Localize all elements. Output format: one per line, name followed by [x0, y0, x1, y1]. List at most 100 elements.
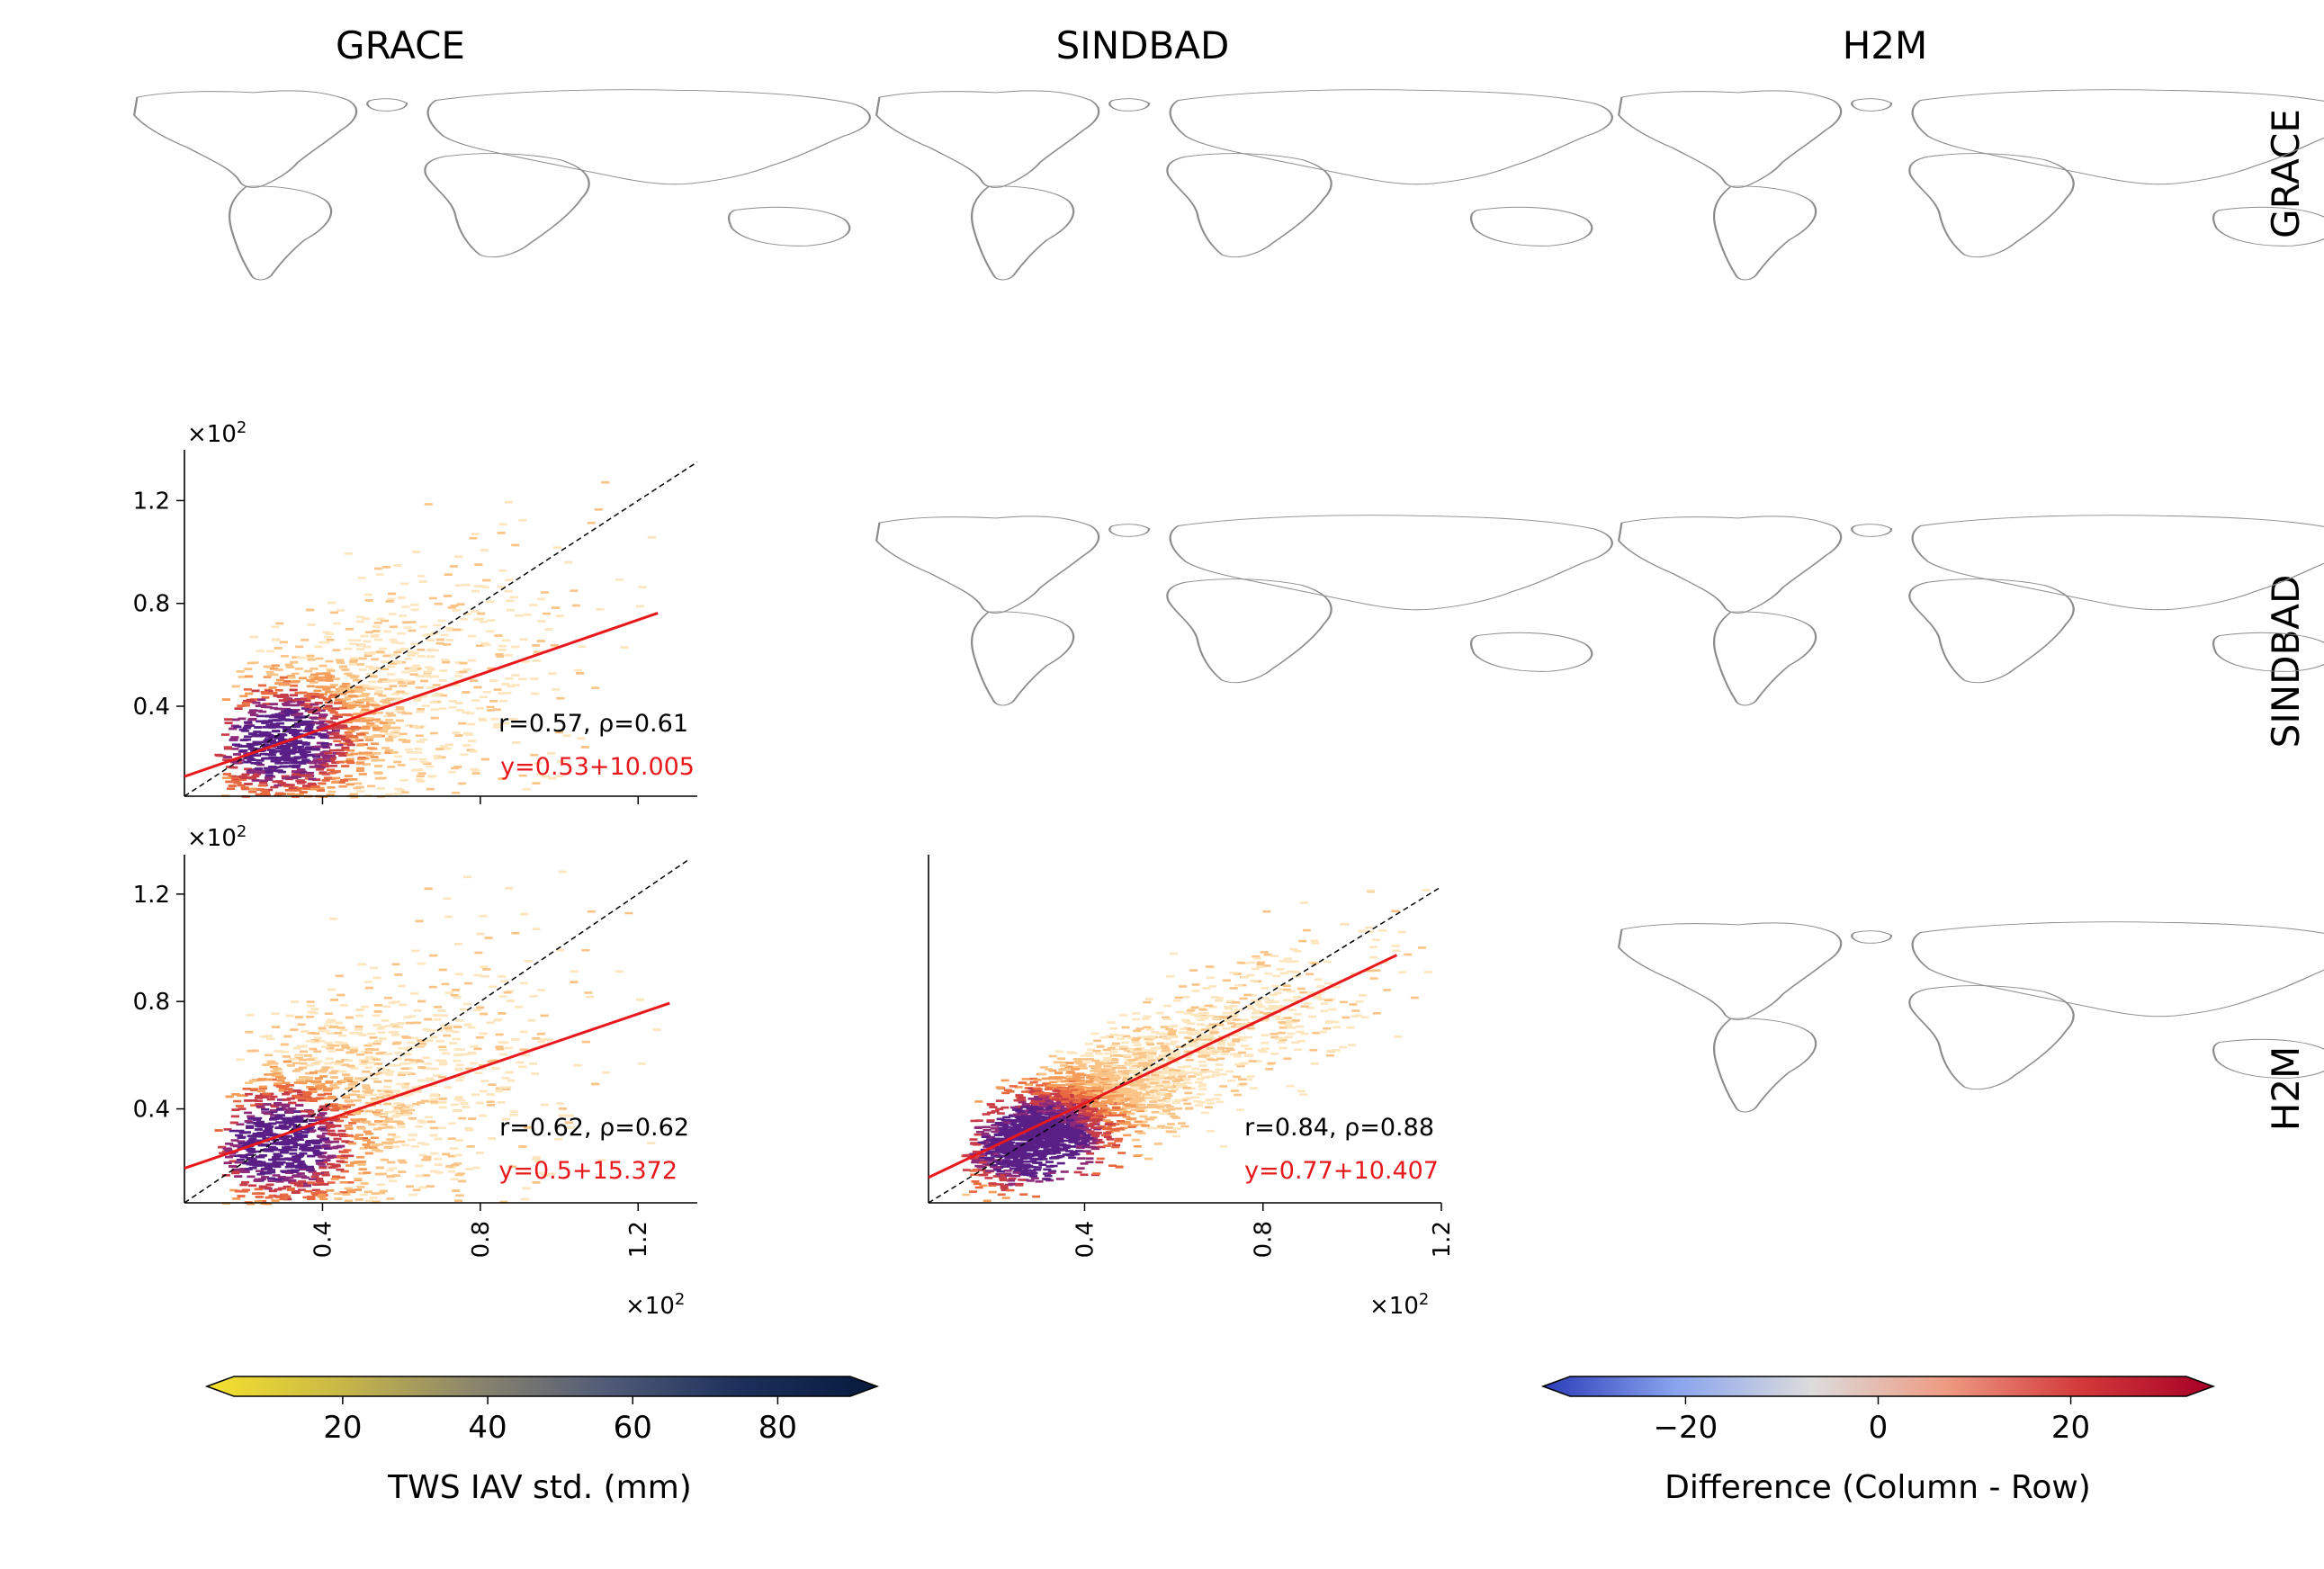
scatter-point	[438, 679, 447, 682]
scatter-point	[268, 1194, 277, 1197]
scatter-point	[374, 1109, 383, 1112]
scatter-point	[292, 725, 301, 729]
scatter-point	[558, 1114, 567, 1117]
scatter-point	[462, 1002, 471, 1006]
scatter-point	[319, 723, 328, 726]
scatter-point	[389, 662, 398, 665]
scatter-point	[283, 1147, 292, 1150]
regression-line	[184, 611, 659, 778]
scatter-point	[362, 763, 371, 766]
scatter-point	[280, 1043, 289, 1046]
scatter-point	[406, 1104, 415, 1107]
scatter-point	[393, 755, 402, 758]
scatter-point	[475, 707, 484, 710]
scatter-point	[369, 650, 378, 654]
scatter-point	[417, 708, 426, 711]
scatter-point	[323, 776, 332, 780]
scatter-point	[319, 1197, 328, 1201]
scatter-point	[309, 1071, 318, 1074]
scatter-point	[295, 1181, 304, 1185]
scatter-point	[424, 1062, 433, 1065]
scatter-point	[253, 1150, 262, 1153]
scatter-point	[486, 1093, 495, 1096]
scatter-point	[364, 1101, 373, 1105]
scatter-point	[230, 760, 239, 764]
scatter-point	[423, 1155, 432, 1159]
scatter-point	[288, 749, 297, 752]
scatter-point	[378, 694, 387, 697]
scatter-point	[516, 1061, 525, 1064]
scatter-point	[292, 1156, 301, 1160]
scatter-point	[332, 776, 341, 780]
scatter-point	[449, 700, 458, 703]
scatter-point	[430, 1093, 439, 1096]
scatter-point	[325, 1105, 334, 1107]
scatter-point	[336, 689, 345, 693]
scatter-point	[349, 642, 358, 646]
scatter-point	[395, 1026, 404, 1029]
scatter-point	[289, 1149, 298, 1152]
scatter-point	[255, 1103, 264, 1106]
scatter-point	[277, 1176, 286, 1179]
scatter-h2m-vs-sindbad: r=0.84, ρ=0.88 y=0.77+10.407 ×102 0.4 0.8…	[928, 855, 1456, 1320]
scatter-point	[411, 1086, 420, 1089]
scatter-point	[265, 1131, 274, 1134]
scatter-point	[264, 1127, 273, 1131]
scatter-point	[292, 731, 301, 733]
scatter-point	[405, 1067, 414, 1070]
scatter-point	[262, 703, 271, 705]
scatter-point	[314, 764, 323, 767]
scatter-point	[271, 735, 280, 738]
scatter-point	[365, 697, 374, 700]
scatter-point	[353, 639, 362, 641]
scatter-point	[425, 633, 434, 636]
scatter-point	[372, 1200, 381, 1204]
scatter-point	[308, 1178, 317, 1180]
scatter-point	[283, 1060, 292, 1063]
scatter-point	[357, 688, 366, 692]
scatter-point	[374, 1120, 383, 1123]
scatter-point	[438, 1045, 447, 1048]
scatter-point	[497, 1100, 506, 1104]
scatter-point	[321, 1107, 330, 1110]
stats-label: r=0.57, ρ=0.61	[498, 710, 688, 738]
scatter-point	[244, 1092, 253, 1096]
scatter-point	[470, 1045, 479, 1048]
scatter-point	[1397, 930, 1406, 934]
scatter-point	[387, 673, 396, 676]
scatter-point	[248, 790, 257, 793]
scatter-point	[597, 1159, 606, 1161]
scatter-point	[271, 1148, 280, 1152]
scatter-point	[374, 726, 383, 730]
scatter-point	[324, 674, 333, 677]
scatter-point	[244, 668, 253, 670]
scatter-point	[521, 660, 530, 663]
scatter-point	[471, 610, 480, 613]
scatter-point	[356, 1096, 365, 1099]
scatter-point	[480, 758, 489, 761]
scatter-point	[238, 1154, 247, 1157]
scatter-point	[293, 1081, 302, 1084]
scatter-point	[261, 692, 270, 695]
scatter-point	[314, 1146, 323, 1150]
scatter-point	[320, 1137, 329, 1140]
scatter-point	[380, 1112, 389, 1116]
scatter-point	[248, 776, 257, 780]
scatter-point	[282, 1092, 291, 1096]
scatter-point	[401, 1105, 410, 1108]
scatter-point	[400, 1094, 409, 1098]
scatter-point	[300, 715, 309, 718]
scatter-point	[262, 1186, 271, 1189]
scatter-point	[295, 741, 304, 745]
scatter-point	[344, 552, 353, 555]
scatter-point	[553, 1137, 562, 1141]
scatter-point	[315, 694, 324, 697]
scatter-point	[250, 1134, 259, 1138]
scatter-point	[346, 1113, 355, 1116]
scatter-point	[570, 970, 579, 973]
scatter-point	[297, 1090, 306, 1094]
scatter-point	[328, 790, 336, 793]
scatter-point	[370, 1077, 379, 1080]
scatter-point	[570, 981, 579, 983]
scatter-point	[601, 480, 610, 484]
